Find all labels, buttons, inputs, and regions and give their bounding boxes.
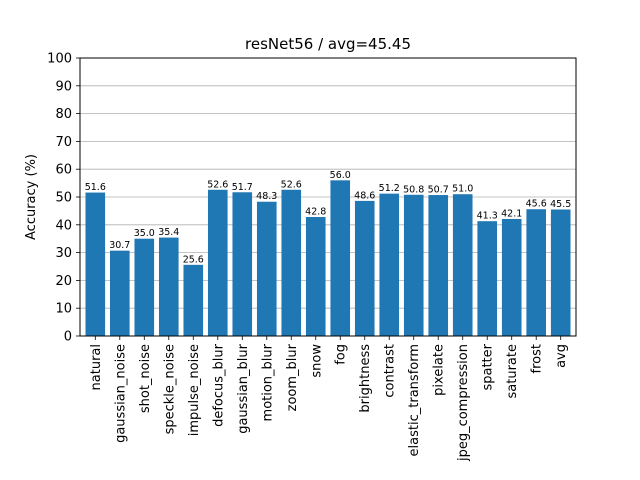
bar-value-label: 51.6	[85, 182, 106, 193]
x-tick-label: shot_noise	[138, 344, 153, 413]
gridlines	[80, 85, 576, 309]
y-tick-label: 0	[64, 330, 72, 345]
x-tick-label: natural	[89, 344, 104, 390]
bar-shot-noise	[134, 238, 155, 336]
bar-spatter	[477, 221, 498, 336]
x-tick-label: avg	[554, 344, 569, 368]
x-tick-label: gaussian_noise	[113, 344, 128, 443]
bar-value-labels: 51.6 30.7 35.0 35.4 25.6 52.6 51.748.3 52.6 42.8…	[85, 170, 572, 266]
y-tick-label: 10	[55, 302, 72, 317]
bar-value-label: 42.1	[501, 208, 522, 219]
x-tick-label: brightness	[358, 344, 373, 413]
bar-value-label: 35.0	[134, 228, 155, 239]
x-tick-label: frost	[530, 344, 545, 373]
y-axis-label: Accuracy (%)	[24, 154, 39, 240]
bar-value-label: 50.8	[403, 184, 424, 195]
x-tick-label: impulse_noise	[187, 344, 202, 436]
bar-defocus-blur	[207, 189, 228, 336]
bar-value-label: 48.3	[256, 191, 277, 202]
bar-value-label: 42.8	[305, 207, 326, 218]
bar-brightness	[354, 200, 375, 336]
y-ticks: 0 10 20 30 40 50 60 70 80 90 100	[47, 52, 80, 345]
x-tick-label: fog	[334, 344, 349, 365]
bar-value-label: 45.5	[550, 199, 571, 210]
x-tick-label: elastic_transform	[407, 344, 422, 456]
bars	[85, 180, 571, 336]
bar-value-label: 56.0	[330, 170, 351, 181]
y-tick-label: 40	[55, 218, 72, 233]
bar-value-label: 51.7	[232, 182, 253, 193]
x-tick-label: gaussian_blur	[236, 343, 251, 433]
chart-title: resNet56 / avg=45.45	[245, 35, 411, 53]
bar-value-label: 41.3	[477, 211, 498, 222]
bar-avg	[550, 209, 571, 336]
bar-frost	[526, 209, 547, 336]
x-ticks: natural gaussian_noise shot_noise speckle_n…	[89, 336, 569, 462]
bar-value-label: 50.7	[428, 185, 449, 196]
bar-value-label: 25.6	[183, 254, 204, 265]
bar-value-label: 52.6	[281, 179, 302, 190]
y-tick-label: 20	[55, 274, 72, 289]
bar-speckle-noise	[158, 237, 179, 336]
bar-fog	[330, 180, 351, 336]
bar-motion-blur	[256, 201, 277, 336]
y-tick-label: 70	[55, 135, 72, 150]
bar-impulse-noise	[183, 264, 204, 336]
x-tick-label: motion_blur	[260, 343, 275, 421]
bar-elastic-transform	[403, 194, 424, 336]
y-tick-label: 30	[55, 246, 72, 261]
bar-pixelate	[428, 195, 449, 336]
x-tick-label: contrast	[383, 344, 398, 398]
bar-value-label: 45.6	[526, 199, 547, 210]
x-tick-label: jpeg_compression	[456, 344, 471, 462]
x-tick-label: snow	[309, 344, 324, 378]
x-tick-label: spatter	[481, 343, 496, 390]
bar-saturate	[501, 218, 522, 336]
bar-jpeg-compression	[452, 194, 473, 336]
bar-gaussian-noise	[109, 250, 130, 336]
bar-natural	[85, 192, 106, 336]
bar-value-label: 35.4	[158, 227, 179, 238]
bar-value-label: 52.6	[207, 179, 228, 190]
x-tick-label: speckle_noise	[162, 344, 177, 434]
bar-zoom-blur	[281, 189, 302, 336]
bar-value-label: 48.6	[354, 190, 375, 201]
y-tick-label: 60	[55, 163, 72, 178]
x-tick-label: saturate	[505, 344, 520, 398]
bar-contrast	[379, 193, 400, 336]
x-tick-label: zoom_blur	[285, 343, 300, 411]
y-tick-label: 90	[55, 79, 72, 94]
y-tick-label: 80	[55, 107, 72, 122]
y-tick-label: 100	[47, 52, 72, 67]
bar-value-label: 51.0	[452, 184, 473, 195]
bar-value-label: 51.2	[379, 183, 400, 194]
bar-value-label: 30.7	[109, 240, 130, 251]
x-tick-label: defocus_blur	[211, 343, 226, 427]
x-tick-label: pixelate	[432, 344, 447, 396]
bar-snow	[305, 217, 326, 336]
y-tick-label: 50	[55, 191, 72, 206]
bar-gaussian-blur	[232, 192, 253, 336]
